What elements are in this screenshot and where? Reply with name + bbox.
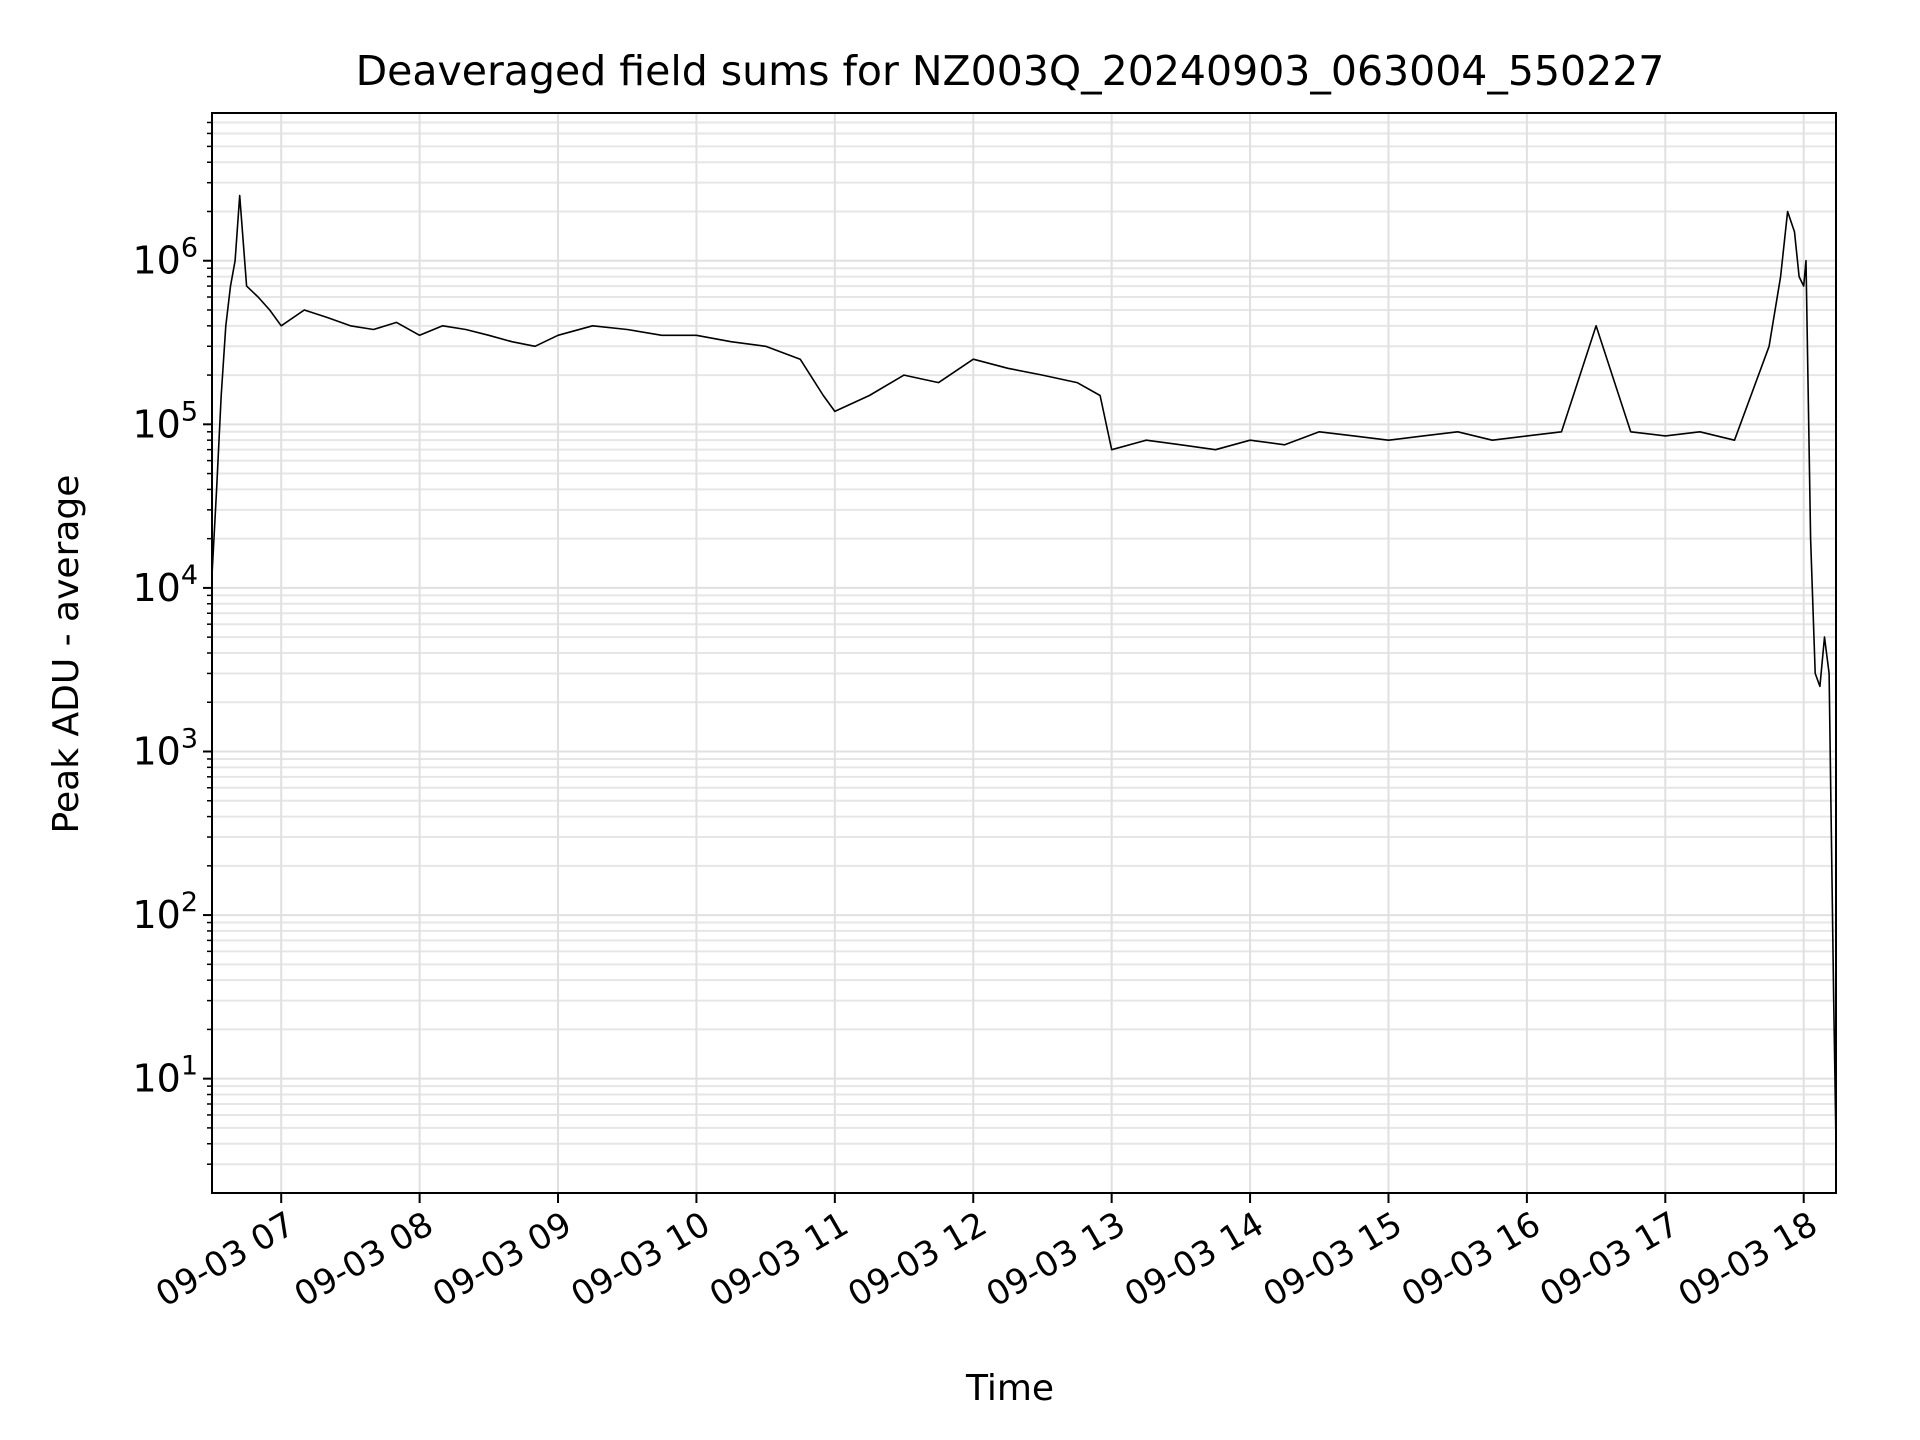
grid-major: [212, 113, 1836, 1193]
y-tick-label: 105: [132, 396, 198, 446]
grid-minor: [212, 121, 1836, 1166]
y-tick-label: 101: [132, 1051, 198, 1101]
y-tick-label: 102: [132, 887, 198, 937]
y-tick-label: 103: [132, 723, 198, 773]
chart-title: Deaveraged field sums for NZ003Q_2024090…: [356, 47, 1665, 95]
y-axis: 101 102 103 104 105 106: [132, 121, 212, 1165]
x-axis-label: Time: [965, 1368, 1054, 1409]
y-axis-label: Peak ADU - average: [46, 475, 87, 834]
y-tick-label: 104: [132, 560, 198, 610]
y-tick-label: 106: [132, 233, 198, 283]
series-layer: [211, 194, 1837, 1144]
series-line: [211, 194, 1837, 1144]
